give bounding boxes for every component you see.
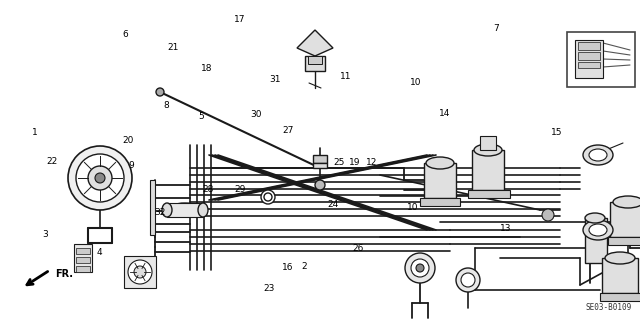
Circle shape [315, 180, 325, 190]
Text: 6: 6 [122, 30, 127, 39]
Bar [150, 180, 155, 235]
Text: 24: 24 [327, 200, 339, 209]
Ellipse shape [162, 203, 172, 217]
Text: FR.: FR. [55, 269, 73, 279]
Ellipse shape [585, 213, 605, 223]
Circle shape [264, 193, 272, 201]
Text: 31: 31 [269, 75, 281, 84]
Text: 30: 30 [250, 110, 262, 119]
Circle shape [88, 166, 112, 190]
Circle shape [542, 209, 554, 221]
Text: 28: 28 [202, 185, 214, 194]
Text: 27: 27 [282, 126, 294, 135]
Bar [124, 256, 156, 288]
Circle shape [76, 154, 124, 202]
Text: 15: 15 [551, 128, 563, 137]
Text: 2: 2 [301, 262, 307, 271]
Circle shape [261, 190, 275, 204]
Text: 29: 29 [234, 185, 246, 194]
Circle shape [128, 260, 152, 284]
Ellipse shape [589, 224, 607, 236]
Bar [424, 163, 456, 198]
Bar [305, 56, 325, 71]
Bar [578, 62, 600, 68]
Bar [472, 150, 504, 190]
Circle shape [461, 273, 475, 287]
Text: 5: 5 [199, 112, 204, 121]
Text: 4: 4 [97, 248, 102, 256]
Bar [610, 202, 640, 237]
Circle shape [456, 268, 480, 292]
Circle shape [95, 173, 105, 183]
Text: 14: 14 [439, 109, 451, 118]
Bar [74, 244, 92, 272]
Bar [313, 163, 327, 168]
Circle shape [405, 253, 435, 283]
Text: 11: 11 [340, 72, 351, 81]
Bar [480, 136, 496, 150]
Bar [167, 203, 203, 217]
Text: 10: 10 [410, 78, 422, 87]
Bar [420, 198, 460, 206]
Text: 19: 19 [349, 158, 361, 167]
Bar [608, 237, 640, 245]
Text: 10: 10 [407, 203, 419, 212]
Bar [308, 56, 322, 64]
Circle shape [156, 88, 164, 96]
Text: 17: 17 [234, 15, 246, 24]
Text: 20: 20 [122, 136, 134, 145]
Circle shape [411, 259, 429, 277]
Text: 7: 7 [493, 24, 499, 33]
Ellipse shape [583, 145, 613, 165]
Circle shape [134, 266, 146, 278]
Bar [578, 52, 600, 60]
Polygon shape [297, 30, 333, 56]
Bar [76, 248, 90, 254]
Bar [76, 257, 90, 263]
Text: 8: 8 [164, 101, 169, 110]
Text: 1: 1 [33, 128, 38, 137]
Bar [585, 218, 607, 263]
Text: SE03-B0109: SE03-B0109 [586, 303, 632, 312]
Circle shape [68, 146, 132, 210]
Bar [313, 155, 327, 163]
Bar [468, 190, 510, 198]
Ellipse shape [613, 196, 640, 208]
Text: 13: 13 [500, 224, 511, 233]
Text: 22: 22 [47, 157, 58, 166]
Ellipse shape [426, 157, 454, 169]
Ellipse shape [198, 203, 208, 217]
Bar [578, 42, 600, 50]
Bar [575, 40, 603, 78]
Bar [600, 293, 640, 301]
Text: 9: 9 [129, 161, 134, 170]
Circle shape [416, 264, 424, 272]
Ellipse shape [589, 149, 607, 161]
Ellipse shape [583, 220, 613, 240]
Text: 3: 3 [42, 230, 47, 239]
Text: 18: 18 [201, 64, 212, 73]
Ellipse shape [167, 203, 203, 217]
Text: 26: 26 [353, 244, 364, 253]
Bar [602, 258, 638, 293]
Text: 12: 12 [365, 158, 377, 167]
Text: 23: 23 [263, 284, 275, 293]
Ellipse shape [605, 252, 635, 264]
Ellipse shape [474, 144, 502, 156]
Text: 32: 32 [154, 208, 166, 217]
Text: 25: 25 [333, 158, 345, 167]
Text: 16: 16 [282, 263, 294, 272]
Text: 21: 21 [167, 43, 179, 52]
Bar [76, 266, 90, 272]
Bar [567, 32, 635, 87]
